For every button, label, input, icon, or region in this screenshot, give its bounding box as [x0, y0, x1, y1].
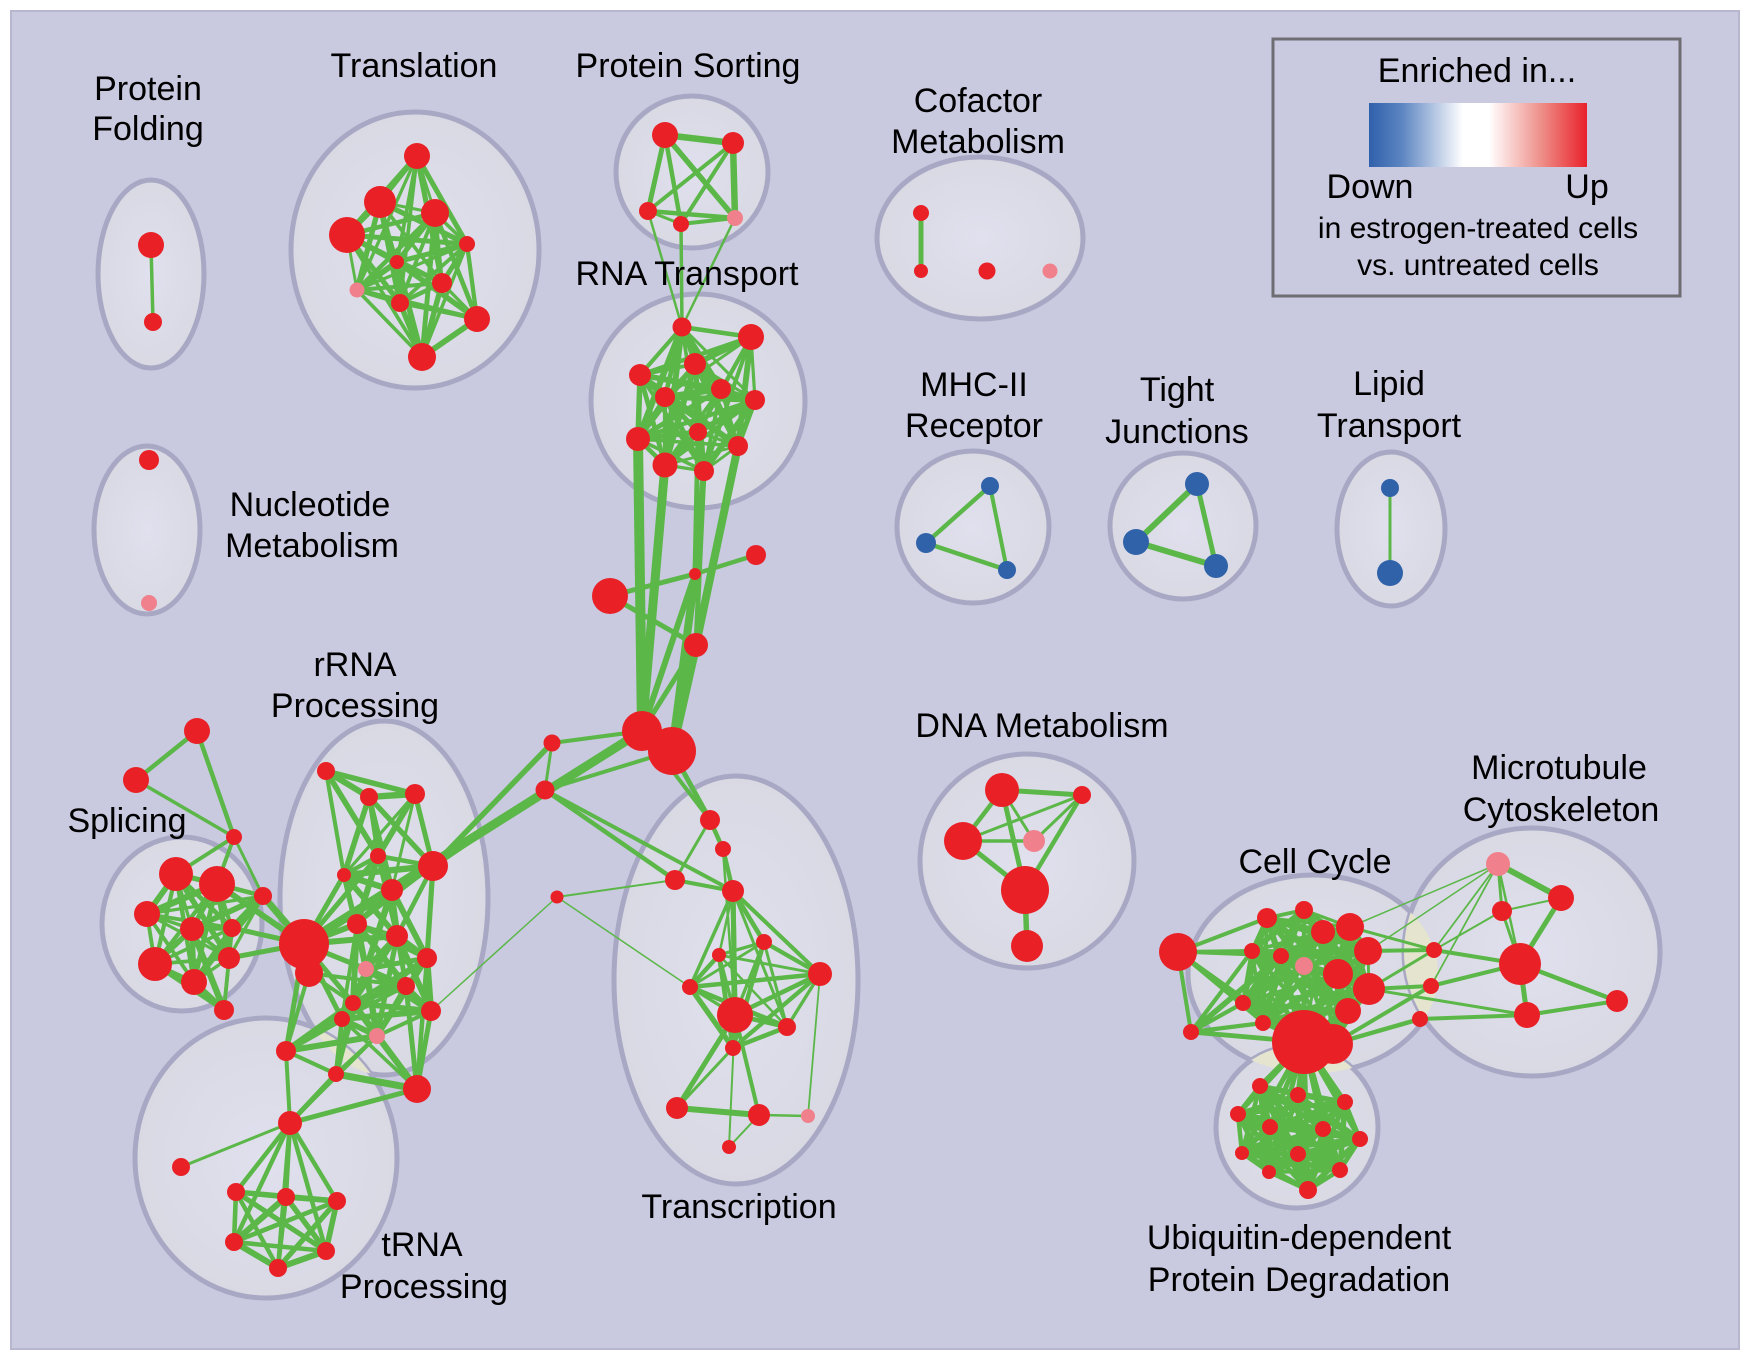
svg-text:Translation: Translation — [331, 47, 498, 85]
svg-text:Cytoskeleton: Cytoskeleton — [1463, 791, 1660, 829]
svg-text:Lipid: Lipid — [1353, 365, 1425, 403]
svg-text:MHC-II: MHC-II — [920, 366, 1028, 404]
svg-text:Receptor: Receptor — [905, 407, 1043, 445]
svg-text:Up: Up — [1565, 168, 1608, 206]
svg-text:Ubiquitin-dependent: Ubiquitin-dependent — [1147, 1219, 1452, 1257]
svg-text:Tight: Tight — [1140, 371, 1215, 409]
svg-text:Enriched in...: Enriched in... — [1378, 52, 1576, 90]
svg-text:Protein: Protein — [94, 70, 202, 108]
svg-text:Splicing: Splicing — [67, 802, 186, 840]
svg-text:tRNA: tRNA — [381, 1226, 463, 1264]
svg-text:rRNA: rRNA — [313, 646, 396, 684]
svg-text:Junctions: Junctions — [1105, 413, 1249, 451]
svg-text:DNA Metabolism: DNA Metabolism — [915, 707, 1168, 745]
svg-text:in estrogen-treated cells: in estrogen-treated cells — [1318, 212, 1638, 245]
svg-text:Down: Down — [1327, 168, 1414, 206]
svg-text:Protein Degradation: Protein Degradation — [1148, 1261, 1450, 1299]
svg-text:Protein Sorting: Protein Sorting — [576, 47, 801, 85]
svg-text:Metabolism: Metabolism — [891, 123, 1065, 161]
svg-text:vs. untreated cells: vs. untreated cells — [1357, 249, 1599, 282]
svg-text:Nucleotide: Nucleotide — [230, 486, 391, 524]
svg-text:Transcription: Transcription — [641, 1188, 836, 1226]
svg-text:Processing: Processing — [271, 687, 439, 725]
svg-text:Cell Cycle: Cell Cycle — [1238, 843, 1391, 881]
svg-text:Cofactor: Cofactor — [914, 82, 1043, 120]
svg-text:RNA Transport: RNA Transport — [576, 255, 800, 293]
svg-text:Processing: Processing — [340, 1268, 508, 1306]
svg-text:Folding: Folding — [92, 110, 204, 148]
svg-text:Microtubule: Microtubule — [1471, 749, 1647, 787]
svg-text:Transport: Transport — [1317, 407, 1462, 445]
svg-text:Metabolism: Metabolism — [225, 527, 399, 565]
